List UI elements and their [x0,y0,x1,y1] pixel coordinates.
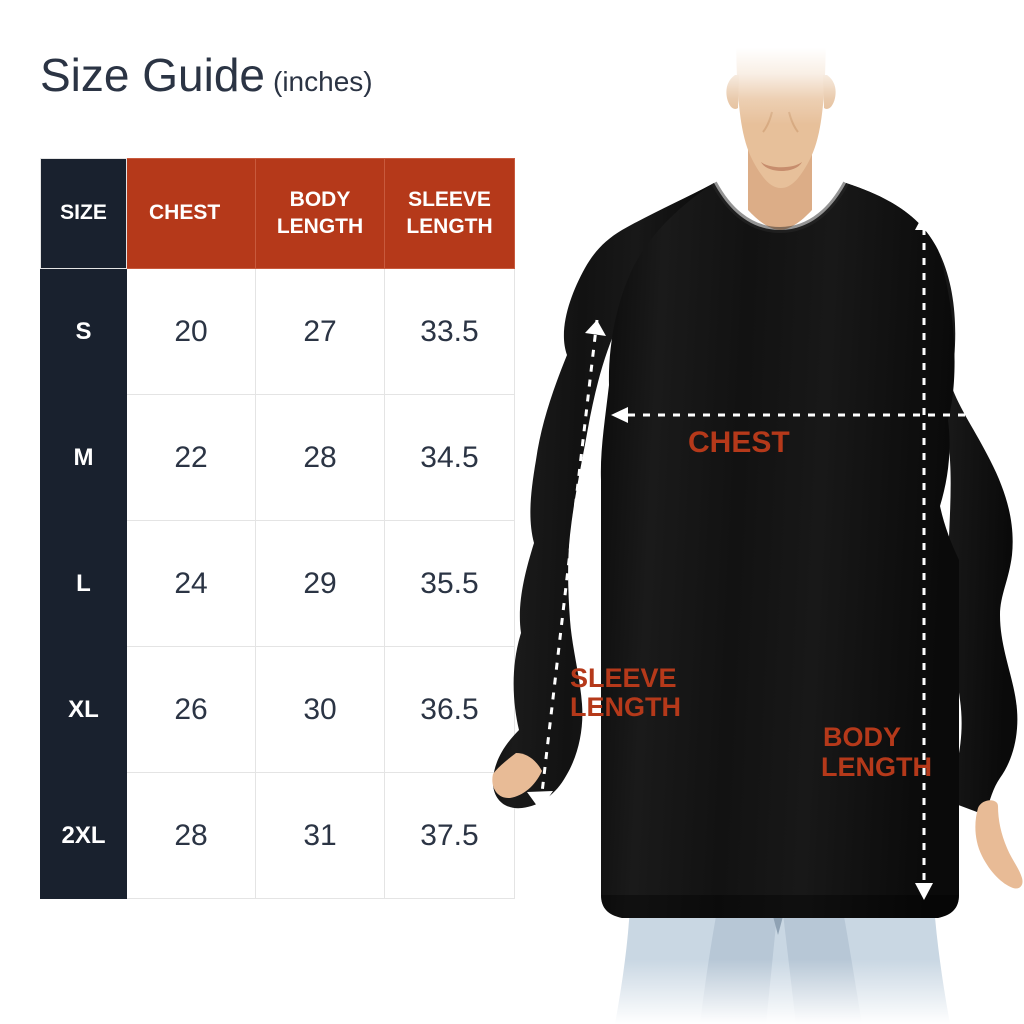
svg-text:BODY: BODY [823,722,901,752]
svg-text:SLEEVE: SLEEVE [570,663,677,693]
svg-text:CHEST: CHEST [688,426,790,459]
svg-text:LENGTH: LENGTH [821,752,932,782]
svg-text:LENGTH: LENGTH [570,692,681,722]
